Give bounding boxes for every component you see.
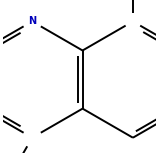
Text: N: N (28, 16, 36, 26)
